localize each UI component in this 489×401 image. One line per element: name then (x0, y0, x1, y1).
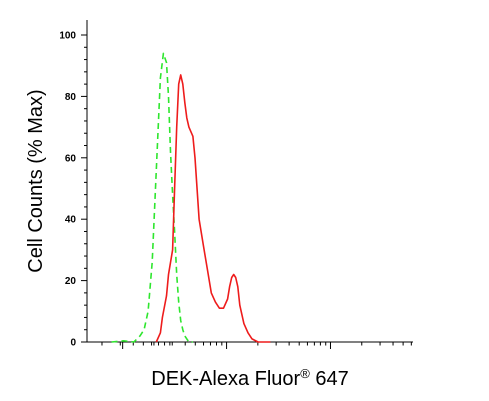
series-layer (111, 52, 271, 343)
x-axis-title-registered-mark: ® (300, 366, 310, 381)
dashed-green-series-line (111, 52, 193, 343)
y-tick-label: 100 (59, 31, 76, 42)
y-tick-label: 80 (65, 92, 77, 103)
y-tick-label: 40 (65, 215, 77, 226)
x-axis-ticks (101, 342, 412, 349)
y-tick-label: 20 (65, 276, 77, 287)
solid-red-series-line (155, 74, 271, 343)
x-axis-title-suffix: 647 (310, 368, 349, 390)
plot-frame (86, 20, 413, 343)
x-axis-title-main: DEK-Alexa Fluor (151, 368, 300, 390)
y-tick-label: 0 (70, 338, 76, 349)
y-tick-label: 60 (65, 153, 77, 164)
y-axis-title: Cell Counts (% Max) (25, 89, 47, 272)
y-axis-ticks: 0 20 40 60 80 100 (59, 31, 87, 349)
x-axis-title: DEK-Alexa Fluor® 647 (151, 366, 348, 390)
